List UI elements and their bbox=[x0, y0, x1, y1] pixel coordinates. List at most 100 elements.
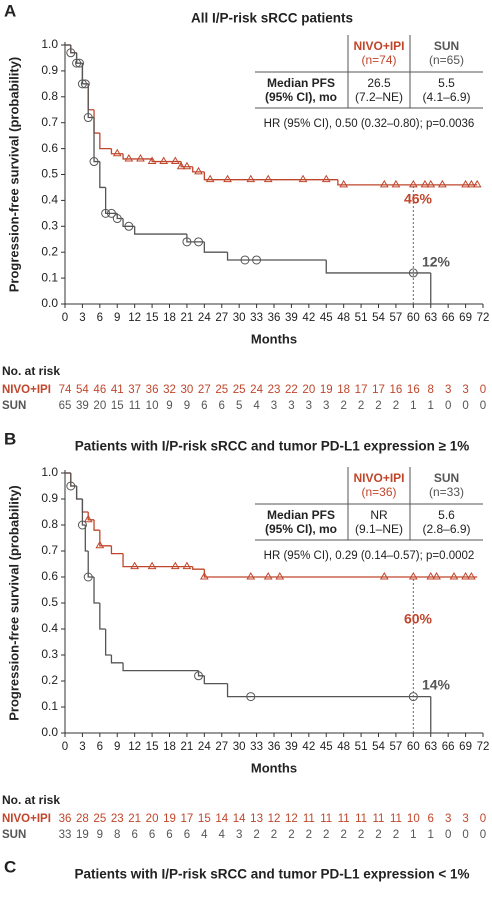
at-risk-count: 11 bbox=[355, 813, 367, 825]
censor-mark bbox=[223, 174, 232, 183]
x-tick-label: 54 bbox=[372, 741, 385, 753]
survival-step bbox=[99, 603, 106, 630]
table-footer: HR (95% CI), 0.50 (0.32–0.80); p=0.0036 bbox=[264, 118, 475, 130]
survival-step bbox=[93, 577, 100, 604]
at-risk-count: 36 bbox=[59, 813, 72, 825]
at-risk-count: 2 bbox=[253, 829, 259, 841]
survival-step bbox=[122, 218, 135, 227]
x-tick-label: 66 bbox=[442, 741, 455, 753]
at-risk-count: 6 bbox=[131, 829, 137, 841]
y-tick-label: 0.6 bbox=[41, 141, 58, 155]
at-risk-count: 8 bbox=[428, 384, 434, 396]
at-risk-count: 2 bbox=[271, 829, 277, 841]
censor-mark bbox=[408, 268, 418, 278]
at-risk-count: 0 bbox=[480, 384, 486, 396]
censor-mark bbox=[89, 157, 99, 167]
table-header: NIVO+IPI bbox=[353, 471, 404, 485]
at-risk-title: No. at risk bbox=[2, 793, 60, 807]
table-header: (n=65) bbox=[429, 53, 464, 67]
censor-mark bbox=[240, 255, 250, 265]
survival-step bbox=[203, 171, 338, 181]
y-axis-label: Progression-free survival (probability) bbox=[6, 485, 21, 721]
censor-mark bbox=[66, 481, 76, 491]
at-risk-count: 24 bbox=[250, 384, 263, 396]
table-cell: (7.2–NE) bbox=[355, 90, 403, 104]
survival-step bbox=[75, 52, 83, 64]
table-row-label: Median PFS bbox=[267, 76, 335, 90]
at-risk-count: 11 bbox=[303, 813, 315, 825]
y-tick-label: 0.9 bbox=[41, 491, 58, 505]
at-risk-count: 33 bbox=[59, 829, 72, 841]
censor-mark bbox=[321, 174, 331, 183]
at-risk-row-label: NIVO+IPI bbox=[2, 384, 51, 396]
at-risk-count: 65 bbox=[59, 400, 72, 412]
x-tick-label: 33 bbox=[250, 312, 263, 324]
at-risk-count: 25 bbox=[93, 813, 106, 825]
x-tick-label: 15 bbox=[146, 312, 159, 324]
censor-mark bbox=[194, 671, 204, 681]
survival-step bbox=[151, 158, 182, 163]
at-risk-count: 6 bbox=[166, 829, 172, 841]
at-risk-count: 6 bbox=[428, 813, 434, 825]
at-risk-count: 11 bbox=[320, 813, 332, 825]
y-tick-label: 0.3 bbox=[41, 647, 58, 661]
table-bg bbox=[255, 467, 483, 570]
x-tick-label: 45 bbox=[320, 741, 333, 753]
survival-step bbox=[122, 662, 199, 672]
x-tick-label: 60 bbox=[407, 741, 420, 753]
table-cell: 5.6 bbox=[438, 508, 455, 522]
table-cell: (9.1–NE) bbox=[355, 522, 403, 536]
x-tick-label: 30 bbox=[233, 741, 246, 753]
censor-mark bbox=[112, 148, 122, 157]
at-risk-count: 23 bbox=[111, 813, 124, 825]
y-tick-label: 1.0 bbox=[41, 37, 58, 51]
x-tick-label: 63 bbox=[424, 741, 437, 753]
censor-mark bbox=[95, 540, 105, 549]
censor-mark bbox=[194, 237, 204, 247]
censor-mark bbox=[170, 561, 180, 570]
x-tick-label: 15 bbox=[146, 741, 159, 753]
at-risk-count: 46 bbox=[93, 384, 106, 396]
y-tick-label: 0.7 bbox=[41, 543, 58, 557]
x-tick-label: 24 bbox=[198, 741, 211, 753]
survival-step bbox=[75, 52, 83, 64]
censor-mark bbox=[246, 174, 256, 183]
at-risk-count: 10 bbox=[146, 400, 159, 412]
at-risk-count: 20 bbox=[93, 400, 106, 412]
table-cell: (4.1–6.9) bbox=[422, 90, 470, 104]
x-tick-label: 30 bbox=[233, 312, 246, 324]
at-risk-count: 10 bbox=[407, 813, 420, 825]
y-tick-label: 0.1 bbox=[41, 699, 58, 713]
at-risk-count: 9 bbox=[184, 400, 190, 412]
x-tick-label: 27 bbox=[215, 312, 228, 324]
survival-step bbox=[104, 187, 118, 214]
x-tick-label: 57 bbox=[390, 741, 403, 753]
censor-mark bbox=[77, 79, 87, 89]
survival-step bbox=[122, 553, 193, 568]
at-risk-count: 11 bbox=[373, 813, 385, 825]
y-tick-label: 0.0 bbox=[41, 296, 58, 310]
table-footer: HR (95% CI), 0.29 (0.14–0.57); p=0.0002 bbox=[264, 550, 475, 562]
survival-step bbox=[81, 499, 89, 513]
at-risk-count: 74 bbox=[59, 384, 72, 396]
censor-mark bbox=[130, 561, 140, 570]
at-risk-count: 2 bbox=[306, 829, 312, 841]
survival-step bbox=[81, 499, 86, 526]
table-header: (n=36) bbox=[361, 485, 396, 499]
censor-mark bbox=[263, 572, 273, 580]
at-risk-count: 41 bbox=[111, 384, 124, 396]
table-cell: NR bbox=[370, 508, 388, 522]
survival-step bbox=[70, 473, 77, 487]
x-tick-label: 39 bbox=[285, 312, 298, 324]
at-risk-count: 3 bbox=[236, 829, 242, 841]
at-risk-count: 11 bbox=[390, 813, 402, 825]
censor-mark bbox=[467, 572, 476, 580]
censor-mark bbox=[391, 179, 401, 188]
survival-step bbox=[93, 519, 100, 531]
survival-step bbox=[75, 486, 83, 500]
censor-mark bbox=[426, 572, 436, 580]
at-risk-count: 2 bbox=[323, 829, 329, 841]
censor-mark bbox=[72, 58, 82, 68]
chart-title: Patients with I/P-risk sRCC and tumor PD… bbox=[75, 439, 470, 454]
at-risk-count: 6 bbox=[149, 829, 155, 841]
